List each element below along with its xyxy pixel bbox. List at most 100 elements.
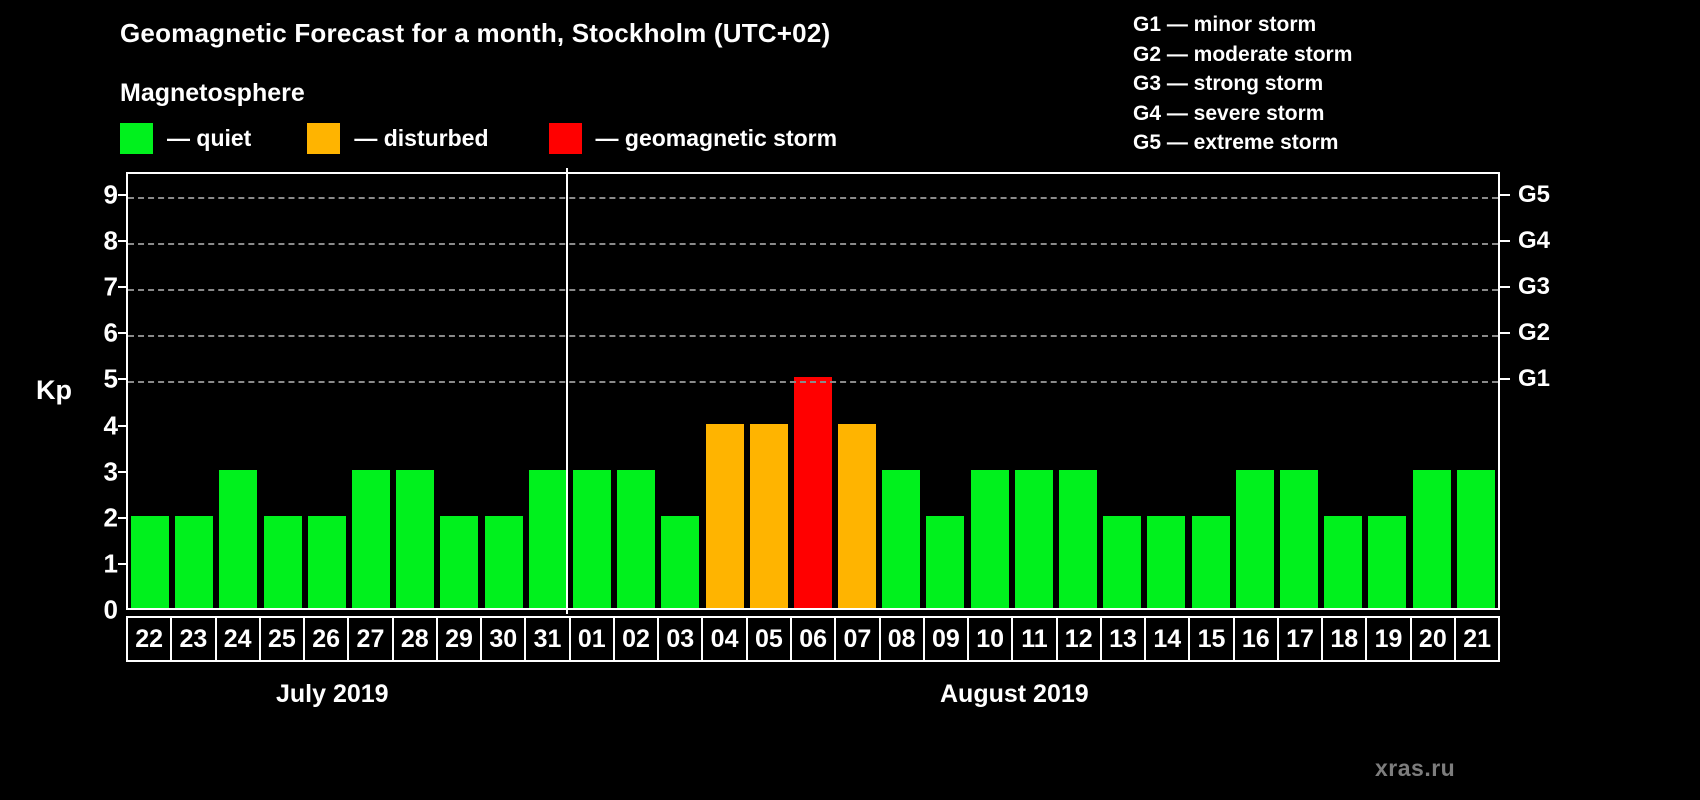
gridline-kp-6	[128, 335, 1498, 338]
g-tick-label-g1: G1	[1518, 365, 1551, 393]
day-cell-24[interactable]: 24	[214, 616, 261, 662]
day-cell-28[interactable]: 28	[391, 616, 438, 662]
g-tick-mark-g1	[1500, 378, 1510, 381]
day-cell-21[interactable]: 21	[1453, 616, 1501, 662]
bar-day-29	[440, 515, 479, 608]
bar-slot	[923, 174, 967, 608]
y-tick-label-4: 4	[103, 410, 118, 441]
g-tick-mark-g4	[1500, 240, 1510, 243]
day-cell-10[interactable]: 10	[967, 616, 1014, 662]
day-cell-16[interactable]: 16	[1232, 616, 1279, 662]
day-cell-07[interactable]: 07	[834, 616, 881, 662]
g-scale-axis: G5 G4 G3 G2 G1	[1500, 172, 1600, 610]
bar-slot	[1454, 174, 1498, 608]
day-cell-14[interactable]: 14	[1144, 616, 1191, 662]
day-cell-11[interactable]: 11	[1011, 616, 1058, 662]
bar-day-21	[1456, 469, 1495, 608]
page-title: Geomagnetic Forecast for a month, Stockh…	[120, 18, 831, 48]
day-cell-26[interactable]: 26	[303, 616, 350, 662]
bar-day-27	[352, 469, 391, 608]
y-tick-mark-8	[118, 240, 128, 243]
day-cell-15[interactable]: 15	[1188, 616, 1235, 662]
g-tick-label-g3: G3	[1518, 273, 1551, 301]
g-scale-entry-g1: G1 — minor storm	[1133, 13, 1317, 36]
g-tick-label-g5: G5	[1518, 181, 1551, 209]
g-scale-entry-g5: G5 — extreme storm	[1133, 131, 1339, 154]
bar-day-22	[131, 515, 170, 608]
day-cell-18[interactable]: 18	[1321, 616, 1368, 662]
day-cell-27[interactable]: 27	[347, 616, 394, 662]
day-cell-31[interactable]: 31	[524, 616, 571, 662]
legend-item-storm: — geomagnetic storm	[548, 122, 838, 154]
day-cell-08[interactable]: 08	[878, 616, 925, 662]
day-cell-17[interactable]: 17	[1276, 616, 1324, 662]
day-cell-30[interactable]: 30	[480, 616, 527, 662]
bar-day-20	[1412, 469, 1451, 608]
legend-item-quiet: — quiet	[120, 122, 251, 154]
bar-slot	[261, 174, 305, 608]
y-tick-mark-4	[118, 424, 128, 427]
day-cell-22[interactable]: 22	[126, 616, 173, 662]
plot-area	[126, 172, 1500, 610]
bar-day-06	[793, 377, 832, 608]
day-cell-13[interactable]: 13	[1099, 616, 1147, 662]
bar-slot	[658, 174, 702, 608]
y-tick-mark-2	[118, 516, 128, 519]
legend-swatch-storm-icon	[548, 122, 582, 154]
gridline-kp-8	[128, 243, 1498, 246]
y-tick-mark-5	[118, 378, 128, 381]
day-cell-12[interactable]: 12	[1055, 616, 1102, 662]
bar-slot	[791, 174, 835, 608]
gridline-kp-5	[128, 381, 1498, 384]
y-tick-label-7: 7	[103, 271, 118, 302]
day-cell-05[interactable]: 05	[745, 616, 792, 662]
day-cell-09[interactable]: 09	[922, 616, 970, 662]
bar-day-09	[926, 515, 965, 608]
g-tick-mark-g2	[1500, 332, 1510, 335]
bar-day-10	[970, 469, 1009, 608]
day-cell-23[interactable]: 23	[170, 616, 217, 662]
g-tick-label-g2: G2	[1518, 319, 1551, 347]
watermark: xras.ru	[1375, 755, 1456, 781]
bar-slot	[1365, 174, 1409, 608]
y-tick-label-5: 5	[103, 363, 118, 394]
bar-day-02	[617, 469, 656, 608]
bar-slot	[1189, 174, 1233, 608]
bar-slot	[393, 174, 437, 608]
g-scale-entry-g4: G4 — severe storm	[1133, 101, 1325, 125]
legend-swatch-quiet-icon	[120, 122, 153, 154]
day-cell-06[interactable]: 06	[789, 616, 837, 662]
g-scale-entry-g3: G3 — strong storm	[1133, 72, 1324, 95]
y-tick-label-0: 0	[103, 594, 118, 625]
day-cell-19[interactable]: 19	[1365, 616, 1412, 662]
bar-slot	[879, 174, 923, 608]
y-tick-mark-6	[118, 332, 128, 335]
gridline-kp-7	[128, 289, 1498, 292]
g-tick-mark-g3	[1500, 286, 1510, 289]
bars-layer	[128, 174, 1498, 608]
bar-slot	[305, 174, 349, 608]
bar-slot	[968, 174, 1012, 608]
bar-day-30	[484, 515, 523, 608]
bar-slot	[1012, 174, 1056, 608]
day-cell-25[interactable]: 25	[258, 616, 306, 662]
g-scale-entry-g2: G2 — moderate storm	[1133, 42, 1353, 66]
bar-slot	[128, 174, 172, 608]
bar-slot	[614, 174, 658, 608]
color-legend: — quiet — disturbed — geomagnetic storm	[120, 122, 837, 154]
bar-day-19	[1368, 515, 1407, 608]
legend-label-storm: — geomagnetic storm	[595, 124, 838, 151]
day-cell-04[interactable]: 04	[701, 616, 748, 662]
y-tick-label-3: 3	[103, 456, 118, 487]
day-cell-03[interactable]: 03	[657, 616, 704, 662]
bar-day-07	[838, 423, 877, 608]
bar-slot	[1321, 174, 1365, 608]
day-cell-01[interactable]: 01	[568, 616, 615, 662]
day-cell-02[interactable]: 02	[612, 616, 660, 662]
bar-day-03	[661, 515, 700, 608]
day-cell-20[interactable]: 20	[1409, 616, 1456, 662]
bar-day-13	[1103, 515, 1142, 608]
day-cell-29[interactable]: 29	[435, 616, 483, 662]
bar-slot	[526, 174, 570, 608]
bar-day-16	[1235, 469, 1274, 608]
